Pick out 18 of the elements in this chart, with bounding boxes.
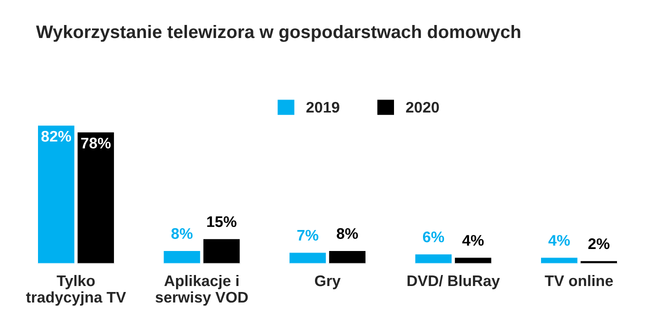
x-tick-label: TV online: [544, 274, 613, 286]
x-tick-label: DVD/ BluRay: [408, 274, 500, 290]
chart-title: Wykorzystanie telewizora w gospodarstwach domowych: [36, 24, 520, 42]
x-tick-label: Gry: [314, 275, 341, 290]
data-label: 78%: [81, 138, 111, 148]
data-label: 7%: [297, 230, 318, 241]
data-label: 4%: [548, 234, 570, 246]
data-label: 2%: [588, 238, 610, 250]
legend-label: 2020: [406, 102, 439, 113]
data-label: 82%: [41, 130, 72, 142]
data-label: 8%: [336, 228, 358, 239]
data-label: 8%: [171, 228, 193, 239]
legend-label: 2019: [306, 102, 340, 113]
x-tick-label: Aplikacje i serwisy VOD: [156, 274, 248, 306]
data-label: 4%: [462, 234, 484, 246]
data-label: 6%: [422, 232, 444, 242]
x-tick-label: Tylko tradycyjna TV: [26, 274, 126, 306]
data-label: 15%: [207, 216, 236, 228]
